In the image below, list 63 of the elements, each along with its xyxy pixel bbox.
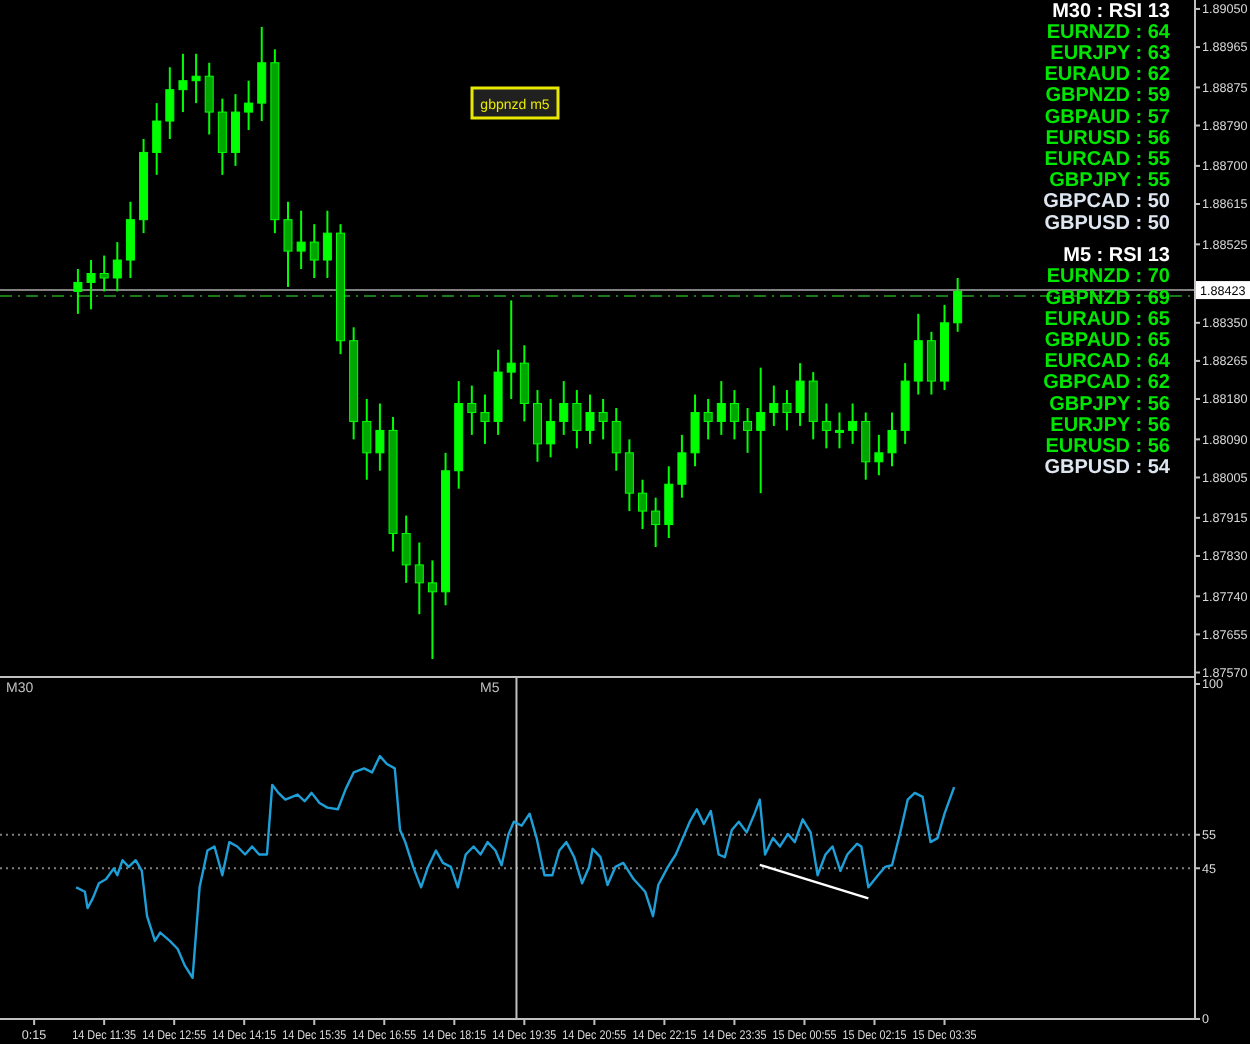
candlestick (861, 411, 871, 481)
candlestick (427, 559, 437, 661)
annotation: EURAUD : 65 (1044, 308, 1171, 331)
annotation: GBPCAD : 62 (1043, 372, 1171, 395)
candlestick (519, 344, 529, 423)
candlestick (559, 380, 569, 436)
candlestick (217, 97, 227, 176)
annotation: EURJPY : 63 (1050, 43, 1171, 65)
annotation: M5 : RSI 13 (1063, 245, 1171, 268)
candlestick (532, 389, 542, 463)
candlestick (953, 276, 963, 333)
candlestick (913, 312, 923, 396)
candlestick (664, 465, 674, 540)
annotation: GBPJPY : 55 (1049, 170, 1171, 193)
annotation: GBPNZD : 69 (1045, 287, 1171, 310)
candlestick (546, 398, 556, 459)
annotation: EURNZD : 64 (1046, 21, 1171, 44)
annotation: GBPUSD : 54 (1044, 457, 1171, 480)
candlestick (257, 25, 267, 123)
annotation: EURUSD : 56 (1045, 127, 1171, 150)
candlestick (414, 541, 424, 616)
candlestick (244, 79, 254, 132)
candlestick (99, 254, 109, 293)
annotation: GBPAUD : 57 (1044, 106, 1171, 129)
annotation: GBPCAD : 50 (1043, 191, 1171, 214)
candlestick (125, 200, 135, 279)
annotation: EURUSD : 56 (1045, 436, 1171, 458)
candlestick (152, 102, 162, 176)
candlestick (769, 384, 779, 427)
candlestick (230, 93, 240, 167)
candlestick (401, 514, 411, 584)
candlestick (112, 241, 122, 293)
candlestick (204, 61, 214, 136)
annotation: M30 : RSI 13 (1052, 0, 1171, 23)
annotation: EURAUD : 62 (1044, 64, 1171, 87)
candlestick (309, 223, 319, 279)
annotation: GBPJPY : 56 (1049, 393, 1171, 416)
candlestick (716, 380, 726, 436)
candlestick (322, 209, 332, 279)
annotation: GBPAUD : 65 (1044, 330, 1171, 352)
candlestick (506, 299, 516, 401)
candlestick (834, 411, 844, 450)
candlestick (808, 371, 818, 441)
annotation: GBPNZD : 59 (1045, 85, 1171, 108)
candlestick (638, 478, 648, 531)
candlestick (703, 398, 713, 441)
candlestick (611, 406, 621, 472)
annotation: EURNZD : 70 (1046, 266, 1171, 289)
candlestick (651, 496, 661, 548)
candlestick (821, 402, 831, 450)
candlestick (624, 438, 634, 513)
candlestick (743, 406, 753, 454)
candlestick (756, 366, 766, 495)
candlestick (848, 402, 858, 445)
candlestick (362, 398, 372, 481)
candlestick (926, 330, 936, 396)
annotation: EURCAD : 64 (1044, 351, 1171, 374)
annotation: GBPUSD : 50 (1044, 212, 1171, 235)
candlestick (165, 66, 175, 140)
candlestick (467, 384, 477, 436)
candlestick (729, 389, 739, 441)
annotation: EURJPY : 56 (1050, 414, 1171, 437)
annotation: EURCAD : 55 (1044, 149, 1171, 171)
